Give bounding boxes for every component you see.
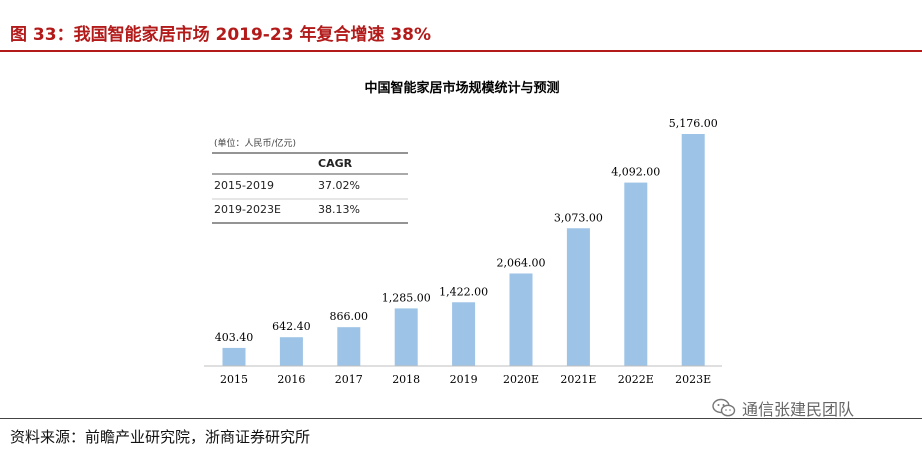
value-label-2019: 1,422.00	[439, 285, 488, 298]
x-tick-labels: 2015 2016 2017 2018 2019 2020E 2021E 2022E 2023E	[220, 373, 711, 386]
value-label-2021E: 3,073.00	[554, 211, 603, 224]
title-rule	[0, 50, 922, 52]
bars	[222, 134, 705, 366]
bar-2023E	[681, 134, 705, 366]
x-tick-2022E: 2022E	[618, 373, 654, 386]
value-label-2018: 1,285.00	[382, 291, 431, 304]
table-period: 2019-2023E	[214, 203, 281, 216]
value-labels: 403.40 642.40 866.00 1,285.00 1,422.00 2,064.…	[215, 117, 718, 344]
table-unit-note: (单位：人民币/亿元)	[214, 137, 296, 149]
wechat-icon	[712, 398, 736, 417]
x-tick-2023E: 2023E	[675, 373, 711, 386]
bar-2019	[452, 302, 476, 366]
x-tick-2020E: 2020E	[503, 373, 539, 386]
bar-2016	[279, 337, 303, 366]
value-label-2016: 642.40	[272, 320, 311, 333]
footer-rule	[0, 418, 922, 419]
table-header-cagr: CAGR	[318, 157, 353, 170]
x-tick-2018: 2018	[392, 373, 420, 386]
value-label-2017: 866.00	[330, 310, 369, 323]
x-tick-2015: 2015	[220, 373, 248, 386]
chart-title: 中国智能家居市场规模统计与预测	[364, 80, 559, 96]
x-tick-2016: 2016	[277, 373, 305, 386]
value-label-2015: 403.40	[215, 331, 254, 344]
bar-2018	[394, 308, 418, 366]
value-label-2023E: 5,176.00	[669, 117, 718, 130]
source-note: 资料来源：前瞻产业研究院，浙商证券研究所	[10, 428, 311, 446]
bar-2020E	[509, 273, 533, 366]
figure-title: 图 33：我国智能家居市场 2019-23 年复合增速 38%	[10, 25, 432, 45]
x-tick-2019: 2019	[450, 373, 478, 386]
value-label-2022E: 4,092.00	[611, 166, 660, 179]
watermark-text: 通信张建民团队	[742, 400, 855, 419]
table-cagr-value: 37.02%	[318, 179, 360, 192]
bar-2017	[337, 327, 361, 366]
bar-chart: 中国智能家居市场规模统计与预测 (单位：人民币/亿元) CAGR 2015-2019…	[204, 80, 722, 386]
bar-2022E	[624, 182, 648, 366]
bar-2021E	[566, 228, 590, 366]
watermark: 通信张建民团队	[712, 396, 854, 420]
cagr-table: (单位：人民币/亿元) CAGR 2015-2019 37.02% 2019-2023E…	[212, 137, 408, 224]
x-tick-2021E: 2021E	[560, 373, 596, 386]
table-period: 2015-2019	[214, 179, 274, 192]
value-label-2020E: 2,064.00	[497, 256, 546, 269]
bar-2015	[222, 347, 246, 366]
x-tick-2017: 2017	[335, 373, 363, 386]
table-cagr-value: 38.13%	[318, 203, 360, 216]
